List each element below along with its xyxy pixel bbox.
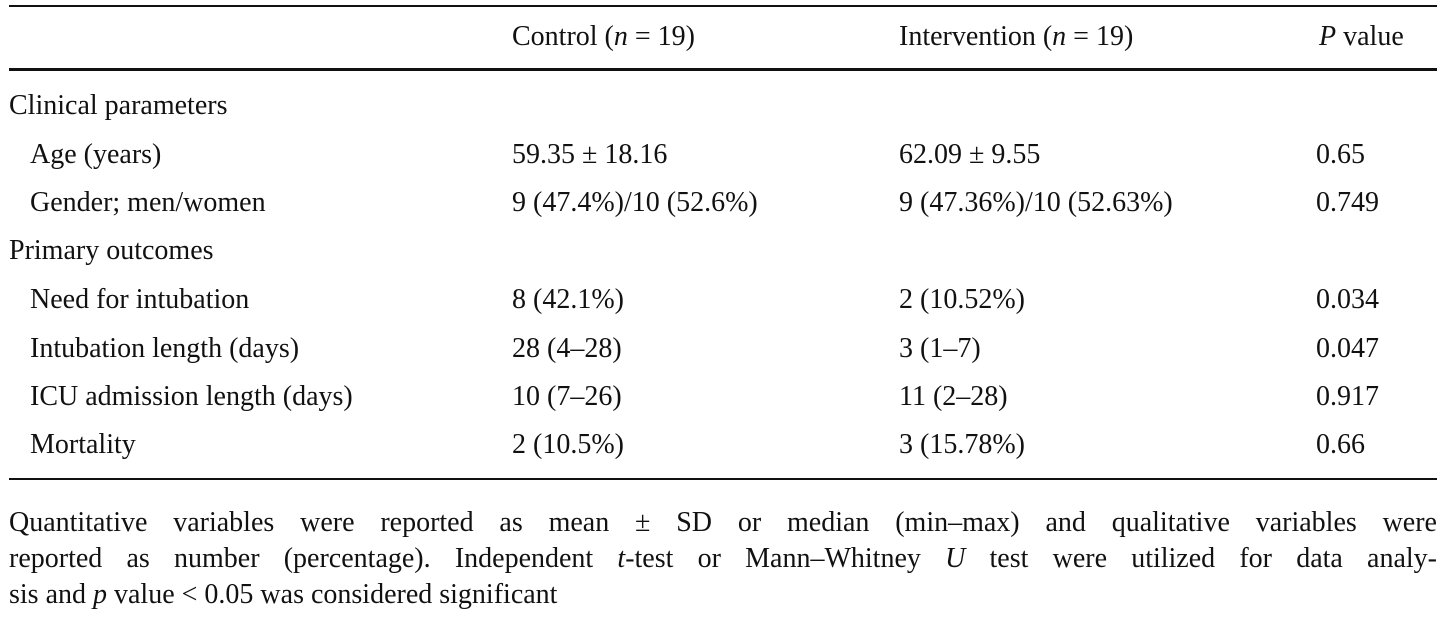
row-label: Intubation length (days): [30, 333, 300, 364]
intervention-value: 62.09 ± 9.55: [899, 139, 1041, 170]
footnote-line: sis and p value < 0.05 was considered si…: [9, 579, 558, 610]
header-p-value: P value: [1319, 21, 1404, 52]
control-value: 2 (10.5%): [512, 429, 624, 460]
p-value: 0.65: [1316, 139, 1365, 170]
p-value: 0.034: [1316, 284, 1379, 315]
p-value: 0.749: [1316, 187, 1379, 218]
header-intervention: Intervention (n = 19): [899, 21, 1134, 52]
control-value: 28 (4–28): [512, 333, 622, 364]
table-header-row: Control (n = 19) Intervention (n = 19) P…: [9, 17, 1437, 57]
control-value: 9 (47.4%)/10 (52.6%): [512, 187, 758, 218]
header-control: Control (n = 19): [512, 21, 696, 52]
table-bottom-rule: [9, 478, 1437, 480]
intervention-value: 2 (10.52%): [899, 284, 1025, 315]
table-top-rule: [9, 5, 1437, 7]
p-value: 0.047: [1316, 333, 1379, 364]
table-row: Intubation length (days) 28 (4–28) 3 (1–…: [9, 329, 1437, 369]
section-title: Primary outcomes: [9, 235, 214, 266]
control-value: 59.35 ± 18.16: [512, 139, 668, 170]
table-row: Need for intubation 8 (42.1%) 2 (10.52%)…: [9, 280, 1437, 320]
footnote-line: Quantitative variables were reported as …: [9, 507, 1437, 538]
table-row: ICU admission length (days) 10 (7–26) 11…: [9, 377, 1437, 417]
control-value: 10 (7–26): [512, 381, 622, 412]
p-value: 0.917: [1316, 381, 1379, 412]
table-row: Age (years) 59.35 ± 18.16 62.09 ± 9.55 0…: [9, 135, 1437, 175]
intervention-value: 3 (15.78%): [899, 429, 1025, 460]
row-label: Gender; men/women: [30, 187, 266, 218]
table-row: Mortality 2 (10.5%) 3 (15.78%) 0.66: [9, 425, 1437, 465]
intervention-value: 3 (1–7): [899, 333, 981, 364]
footnote-line: reported as number (percentage). Indepen…: [9, 543, 1438, 574]
row-label: Mortality: [30, 429, 136, 460]
table-footnote: Quantitative variables were reported as …: [9, 505, 1437, 613]
p-value: 0.66: [1316, 429, 1365, 460]
intervention-value: 11 (2–28): [899, 381, 1008, 412]
control-value: 8 (42.1%): [512, 284, 624, 315]
section-title: Clinical parameters: [9, 90, 228, 121]
table-header-rule: [9, 68, 1437, 71]
table-row: Gender; men/women 9 (47.4%)/10 (52.6%) 9…: [9, 183, 1437, 223]
row-label: Age (years): [30, 139, 162, 170]
intervention-value: 9 (47.36%)/10 (52.63%): [899, 187, 1173, 218]
row-label: Need for intubation: [30, 284, 250, 315]
row-label: ICU admission length (days): [30, 381, 353, 412]
